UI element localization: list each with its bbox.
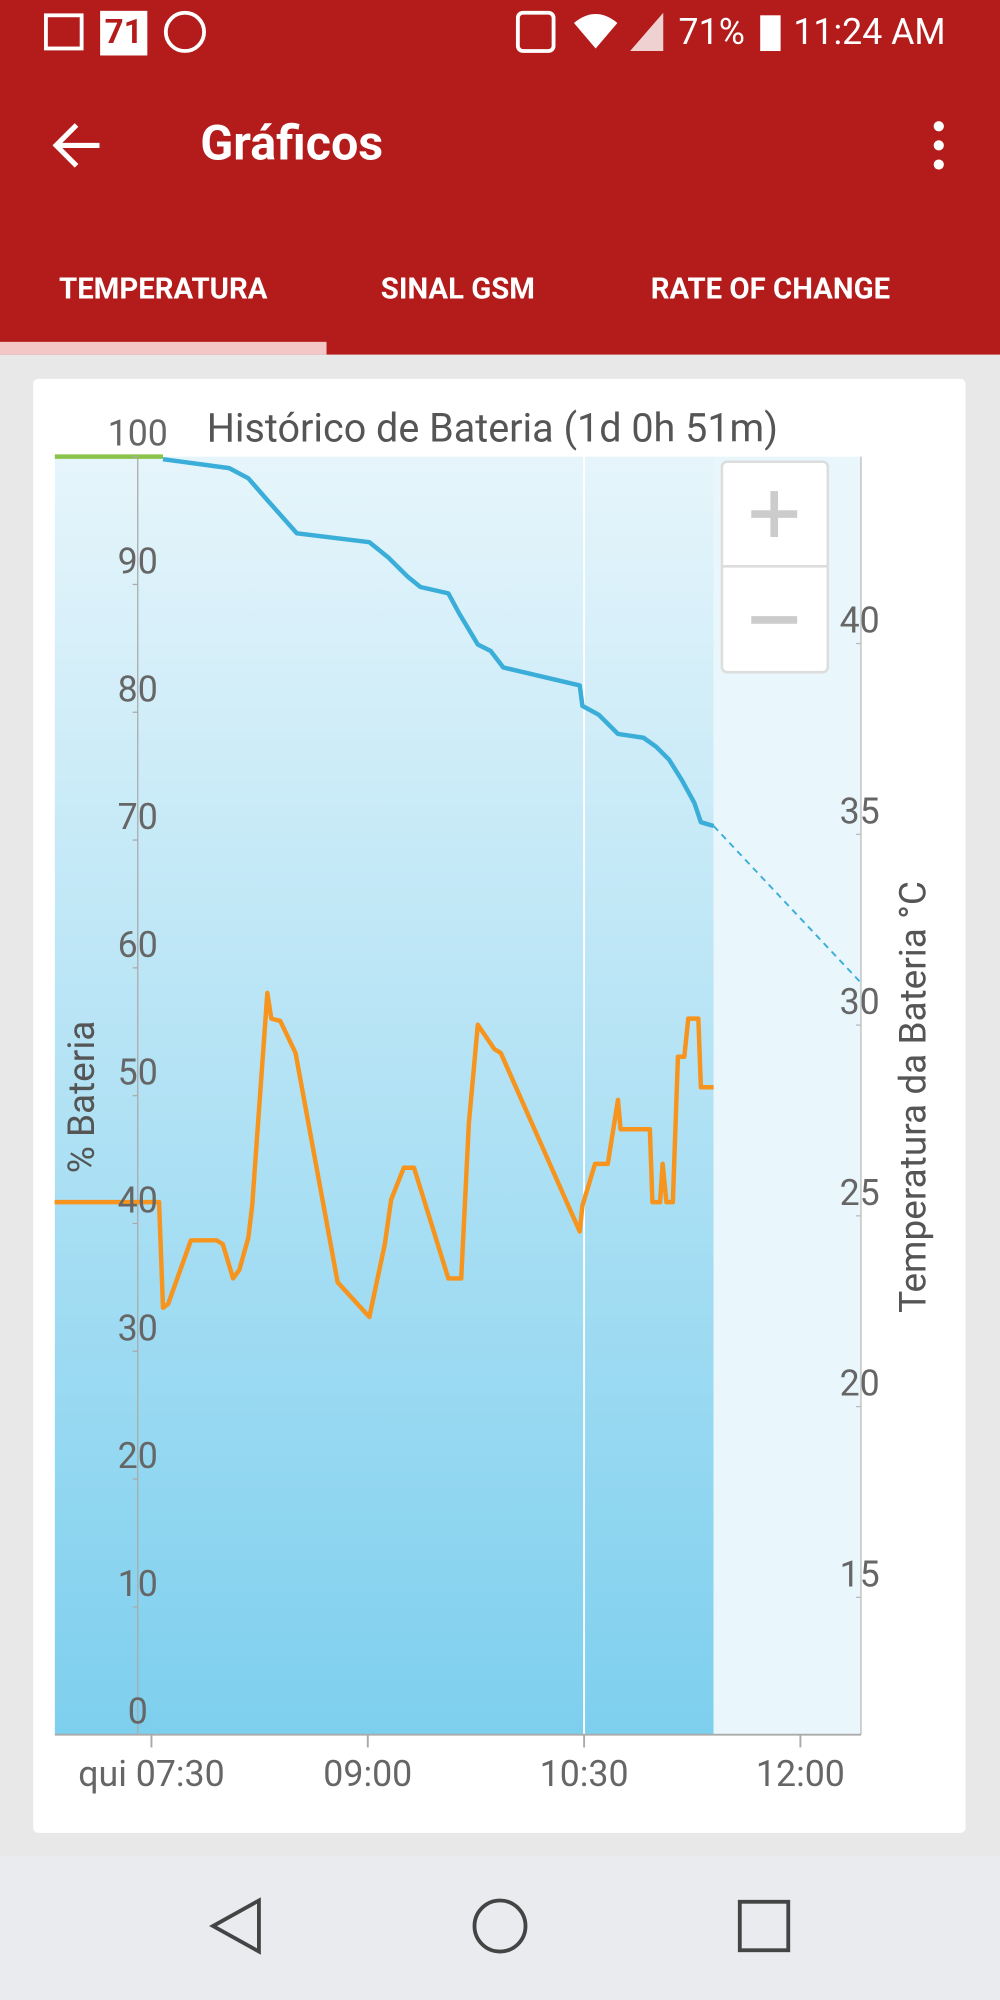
y-tick-label: 50 bbox=[118, 1052, 158, 1094]
nav-back[interactable] bbox=[209, 1897, 261, 1955]
y-axis-label: % Bateria bbox=[61, 1021, 104, 1174]
plot-bg bbox=[54, 456, 714, 1735]
tab[interactable]: TEMPERATURA bbox=[59, 273, 268, 307]
x-tick-label: 12:00 bbox=[756, 1753, 845, 1795]
tab[interactable]: SINAL GSM bbox=[381, 273, 535, 307]
battery-level: 71% bbox=[679, 11, 745, 53]
tab[interactable]: RATE OF CHANGE bbox=[651, 273, 890, 307]
nav-recents[interactable] bbox=[737, 1899, 791, 1953]
y2-axis-label: Temperatura da Bateria °C bbox=[893, 881, 936, 1313]
y-tick-label: 100 bbox=[108, 413, 168, 455]
y-tick-label: 80 bbox=[118, 668, 158, 710]
y2-tick-label: 35 bbox=[840, 790, 880, 832]
y-tick-label: 10 bbox=[118, 1563, 158, 1605]
tab-indicator bbox=[0, 341, 327, 355]
nav-bar bbox=[0, 1855, 1000, 2000]
nav-home[interactable] bbox=[472, 1898, 528, 1954]
clock: 11:24 AM bbox=[793, 11, 945, 53]
notification-count: 71 bbox=[105, 13, 143, 52]
x-tick-label: qui 07:30 bbox=[78, 1753, 224, 1795]
data-line bbox=[162, 456, 715, 829]
y2-tick-label: 30 bbox=[840, 981, 880, 1023]
back-button[interactable] bbox=[52, 123, 100, 168]
status-icons bbox=[44, 10, 781, 56]
y2-tick-label: 40 bbox=[840, 600, 880, 642]
zoom-in[interactable] bbox=[751, 491, 798, 537]
y-tick-label: 70 bbox=[118, 796, 158, 838]
data-line bbox=[54, 990, 714, 1320]
app-bar-bg bbox=[0, 0, 1000, 355]
y-tick-label: 90 bbox=[118, 540, 158, 582]
y2-tick-label: 25 bbox=[840, 1172, 880, 1214]
chart-title: Histórico de Bateria (1d 0h 51m) bbox=[207, 405, 778, 452]
y2-tick-label: 15 bbox=[840, 1553, 880, 1595]
x-tick-label: 10:30 bbox=[540, 1753, 629, 1795]
data-line bbox=[712, 825, 861, 983]
y-tick-label: 40 bbox=[118, 1179, 158, 1221]
app-title: Gráficos bbox=[200, 114, 383, 171]
chart: 0 10 20 30 40 50 60 70 80 90 100 15 20 25 30 35 40 qui 07… bbox=[54, 405, 936, 1795]
y-tick-label: 30 bbox=[118, 1307, 158, 1349]
x-tick-label: 09:00 bbox=[323, 1753, 412, 1795]
y2-tick-label: 20 bbox=[840, 1363, 880, 1405]
y-tick-label: 60 bbox=[118, 924, 158, 966]
overflow-menu[interactable] bbox=[933, 121, 944, 170]
y-tick-label: 20 bbox=[118, 1435, 158, 1477]
y-tick-label: 0 bbox=[128, 1691, 148, 1733]
